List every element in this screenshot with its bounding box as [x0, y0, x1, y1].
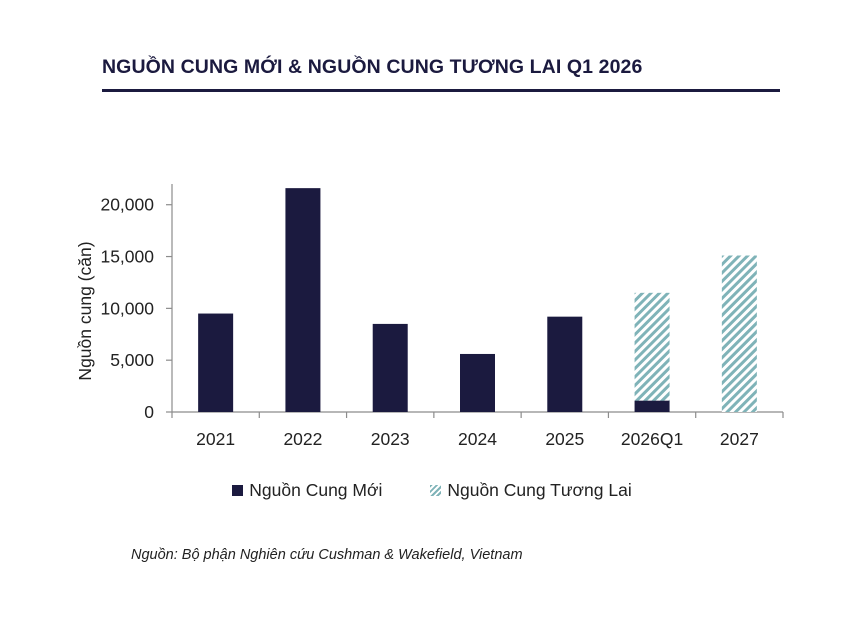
bar-new-supply-2024	[460, 353, 495, 412]
x-tick-labels: 2021 2022 2023 2024 2025 2026Q1 2027	[196, 429, 759, 449]
chart-title: NGUỒN CUNG MỚI & NGUỒN CUNG TƯƠNG LAI Q1…	[102, 56, 643, 78]
source-note: Nguồn: Bộ phận Nghiên cứu Cushman & Wake…	[131, 547, 523, 563]
bar-future-supply-2027	[721, 255, 757, 412]
bar-new-supply-2025	[547, 316, 583, 412]
bar-new-supply-2021	[198, 313, 234, 412]
x-tick-label: 2022	[283, 429, 322, 449]
legend-label-future: Nguồn Cung Tương Lai	[447, 480, 632, 500]
y-tick-label: 10,000	[100, 298, 154, 318]
legend: Nguồn Cung Mới Nguồn Cung Tương Lai	[0, 480, 864, 501]
bar-new-supply-2023	[372, 323, 408, 412]
y-tick-label: 0	[144, 402, 154, 422]
bars	[198, 188, 757, 412]
x-tick-label: 2023	[371, 429, 410, 449]
x-tick-label: 2021	[196, 429, 235, 449]
x-tick-label: 2027	[720, 429, 759, 449]
y-tick-labels: 0 5,000 10,000 15,000 20,000	[100, 195, 154, 422]
bar-new-supply-2026Q1	[634, 400, 670, 412]
legend-item-future: Nguồn Cung Tương Lai	[430, 480, 632, 501]
legend-item-new: Nguồn Cung Mới	[232, 480, 382, 501]
bar-future-supply-2026Q1	[634, 292, 670, 401]
legend-swatch-future	[430, 485, 442, 496]
title-rule	[102, 89, 780, 92]
x-tick-label: 2025	[545, 429, 584, 449]
y-tick-label: 5,000	[110, 350, 154, 370]
y-tick-label: 15,000	[100, 247, 154, 267]
x-tick-label: 2026Q1	[621, 429, 683, 449]
x-tick-label: 2024	[458, 429, 497, 449]
y-tick-label: 20,000	[100, 195, 154, 215]
legend-label-new: Nguồn Cung Mới	[249, 480, 383, 500]
legend-swatch-new	[232, 485, 244, 496]
y-axis-label: Nguồn cung (căn)	[75, 241, 95, 380]
bar-new-supply-2022	[285, 188, 321, 412]
